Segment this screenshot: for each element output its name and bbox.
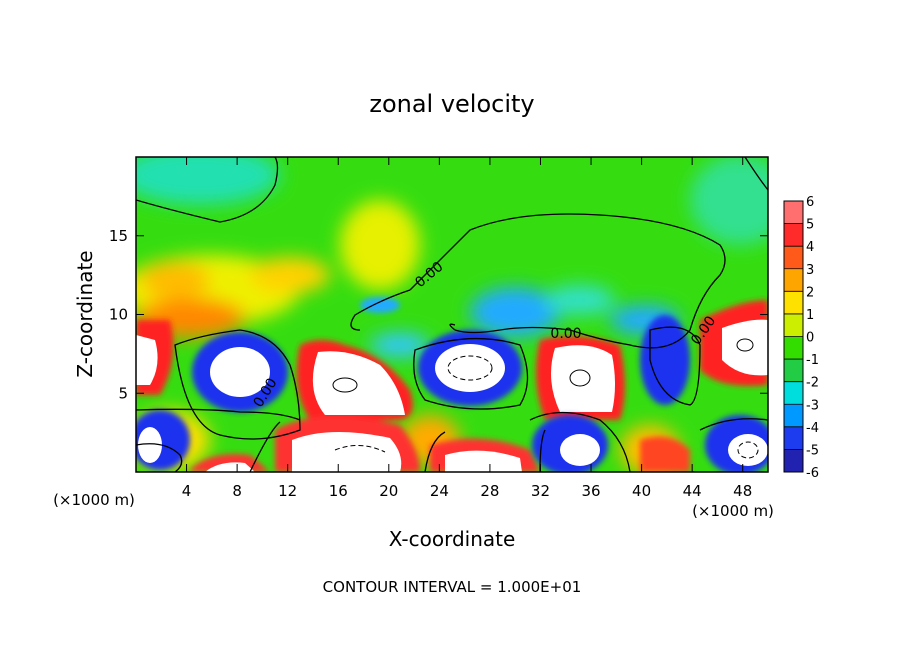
colorbar-swatch (784, 201, 803, 224)
x-axis: 4 8 12 16 20 24 28 32 36 40 44 48 (182, 157, 752, 500)
colorbar-label: -4 (806, 421, 819, 436)
x-tick-label: 12 (278, 482, 297, 500)
x-tick-label: 40 (632, 482, 651, 500)
colorbar-label: 3 (806, 263, 814, 278)
x-tick-label: 48 (733, 482, 752, 500)
y-tick-label: 10 (109, 306, 128, 324)
x-tick-label: 44 (683, 482, 702, 500)
x-tick-label: 16 (329, 482, 348, 500)
colorbar-swatch (784, 426, 803, 450)
x-tick-label: 20 (379, 482, 398, 500)
colorbar-swatch (784, 291, 803, 314)
heatmap-field (136, 157, 768, 472)
chart-title: zonal velocity (369, 90, 534, 118)
colorbar-label: -5 (806, 443, 819, 458)
colorbar-swatch (784, 268, 803, 292)
colorbar-swatch (784, 246, 803, 269)
colorbar-label: -1 (806, 353, 819, 368)
x-tick-label: 36 (581, 482, 600, 500)
colorbar-label: 5 (806, 218, 814, 233)
colorbar-label: 0 (806, 331, 814, 346)
y-axis: 5 10 15 (109, 227, 768, 402)
colorbar-label: 4 (806, 240, 814, 255)
x-tick-label: 4 (182, 482, 192, 500)
x-tick-label: 24 (430, 482, 449, 500)
y-tick-label: 15 (109, 227, 128, 245)
x-unit-left: (×1000 m) (53, 491, 135, 509)
colorbar-swatch (784, 336, 803, 360)
colorbar-swatch (784, 223, 803, 247)
colorbar-label: 1 (806, 308, 814, 323)
colorbar-swatch (784, 449, 803, 472)
colorbar-label: -6 (806, 466, 819, 481)
x-unit-right: (×1000 m) (692, 502, 774, 520)
colorbar-swatch (784, 313, 803, 337)
colorbar-label: 6 (806, 195, 814, 210)
colorbar: 6 5 4 3 2 1 0 -1 -2 -3 -4 -5 -6 (783, 195, 819, 481)
x-tick-label: 8 (232, 482, 242, 500)
colorbar-label: 2 (806, 285, 814, 300)
colorbar-swatch (784, 404, 803, 427)
colorbar-label: -3 (806, 398, 819, 413)
contour-label: 0.00 (550, 326, 581, 342)
x-tick-label: 28 (480, 482, 499, 500)
y-tick-label: 5 (118, 384, 128, 402)
y-axis-label: Z-coordinate (73, 250, 97, 377)
x-tick-label: 32 (531, 482, 550, 500)
colorbar-label: -2 (806, 376, 819, 391)
x-axis-label: X-coordinate (389, 527, 516, 551)
contour-interval-note: CONTOUR INTERVAL = 1.000E+01 (323, 578, 582, 596)
colorbar-swatch (784, 381, 803, 405)
colorbar-swatch (784, 359, 803, 382)
